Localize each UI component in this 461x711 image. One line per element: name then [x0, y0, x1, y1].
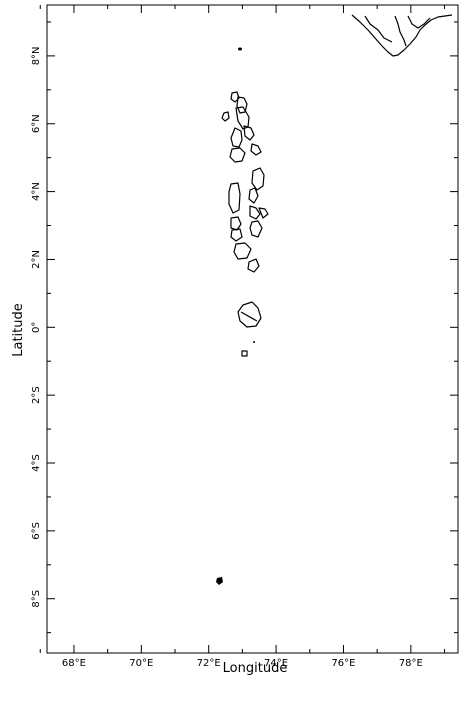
atoll — [251, 167, 265, 191]
y-tick-label: 8°S — [31, 590, 42, 608]
atoll — [233, 242, 252, 260]
x-tick-label: 72°E — [197, 658, 221, 669]
x-tick-label: 74°E — [264, 658, 288, 669]
atoll — [230, 228, 243, 242]
y-axis-title: Latitude — [11, 303, 26, 357]
atoll — [230, 216, 242, 231]
diego-garcia-island — [216, 577, 223, 585]
y-tick-label: 0° — [31, 322, 42, 333]
atoll-south-large — [237, 301, 262, 328]
y-tick-label: 8°N — [31, 46, 42, 65]
y-tick-label: 6°N — [31, 114, 42, 133]
atoll — [247, 258, 260, 273]
atoll-small — [253, 341, 255, 343]
atoll — [258, 207, 269, 219]
x-axis-title: Longitude — [223, 661, 288, 676]
axis-ticks — [39, 5, 458, 653]
atoll-north-tip — [238, 47, 242, 51]
atoll — [250, 143, 262, 156]
axis-tick-labels: 68°E 70°E 72°E 74°E 76°E 78°E 8°N 6°N 4°N 2°N 0° 2°… — [31, 46, 423, 669]
y-tick-label: 4°N — [31, 182, 42, 201]
atoll — [228, 182, 241, 214]
atoll-addu — [241, 350, 248, 357]
atoll — [221, 111, 230, 122]
y-tick-label: 2°S — [31, 386, 42, 404]
atoll — [230, 127, 243, 148]
maldives-atolls — [221, 47, 269, 357]
x-tick-label: 68°E — [62, 658, 86, 669]
y-tick-label: 6°S — [31, 522, 42, 540]
atoll — [229, 147, 246, 163]
atoll — [235, 106, 250, 130]
atoll — [243, 125, 255, 141]
atoll — [249, 220, 263, 238]
atoll — [230, 91, 240, 103]
map-frame — [46, 4, 459, 654]
india-coastline — [351, 14, 453, 57]
atoll — [248, 187, 259, 204]
y-tick-label: 2°N — [31, 250, 42, 269]
x-tick-label: 78°E — [399, 658, 423, 669]
y-tick-label: 4°S — [31, 454, 42, 472]
atoll — [236, 96, 248, 114]
x-tick-label: 70°E — [129, 658, 153, 669]
atoll — [249, 205, 261, 220]
x-tick-label: 76°E — [331, 658, 355, 669]
